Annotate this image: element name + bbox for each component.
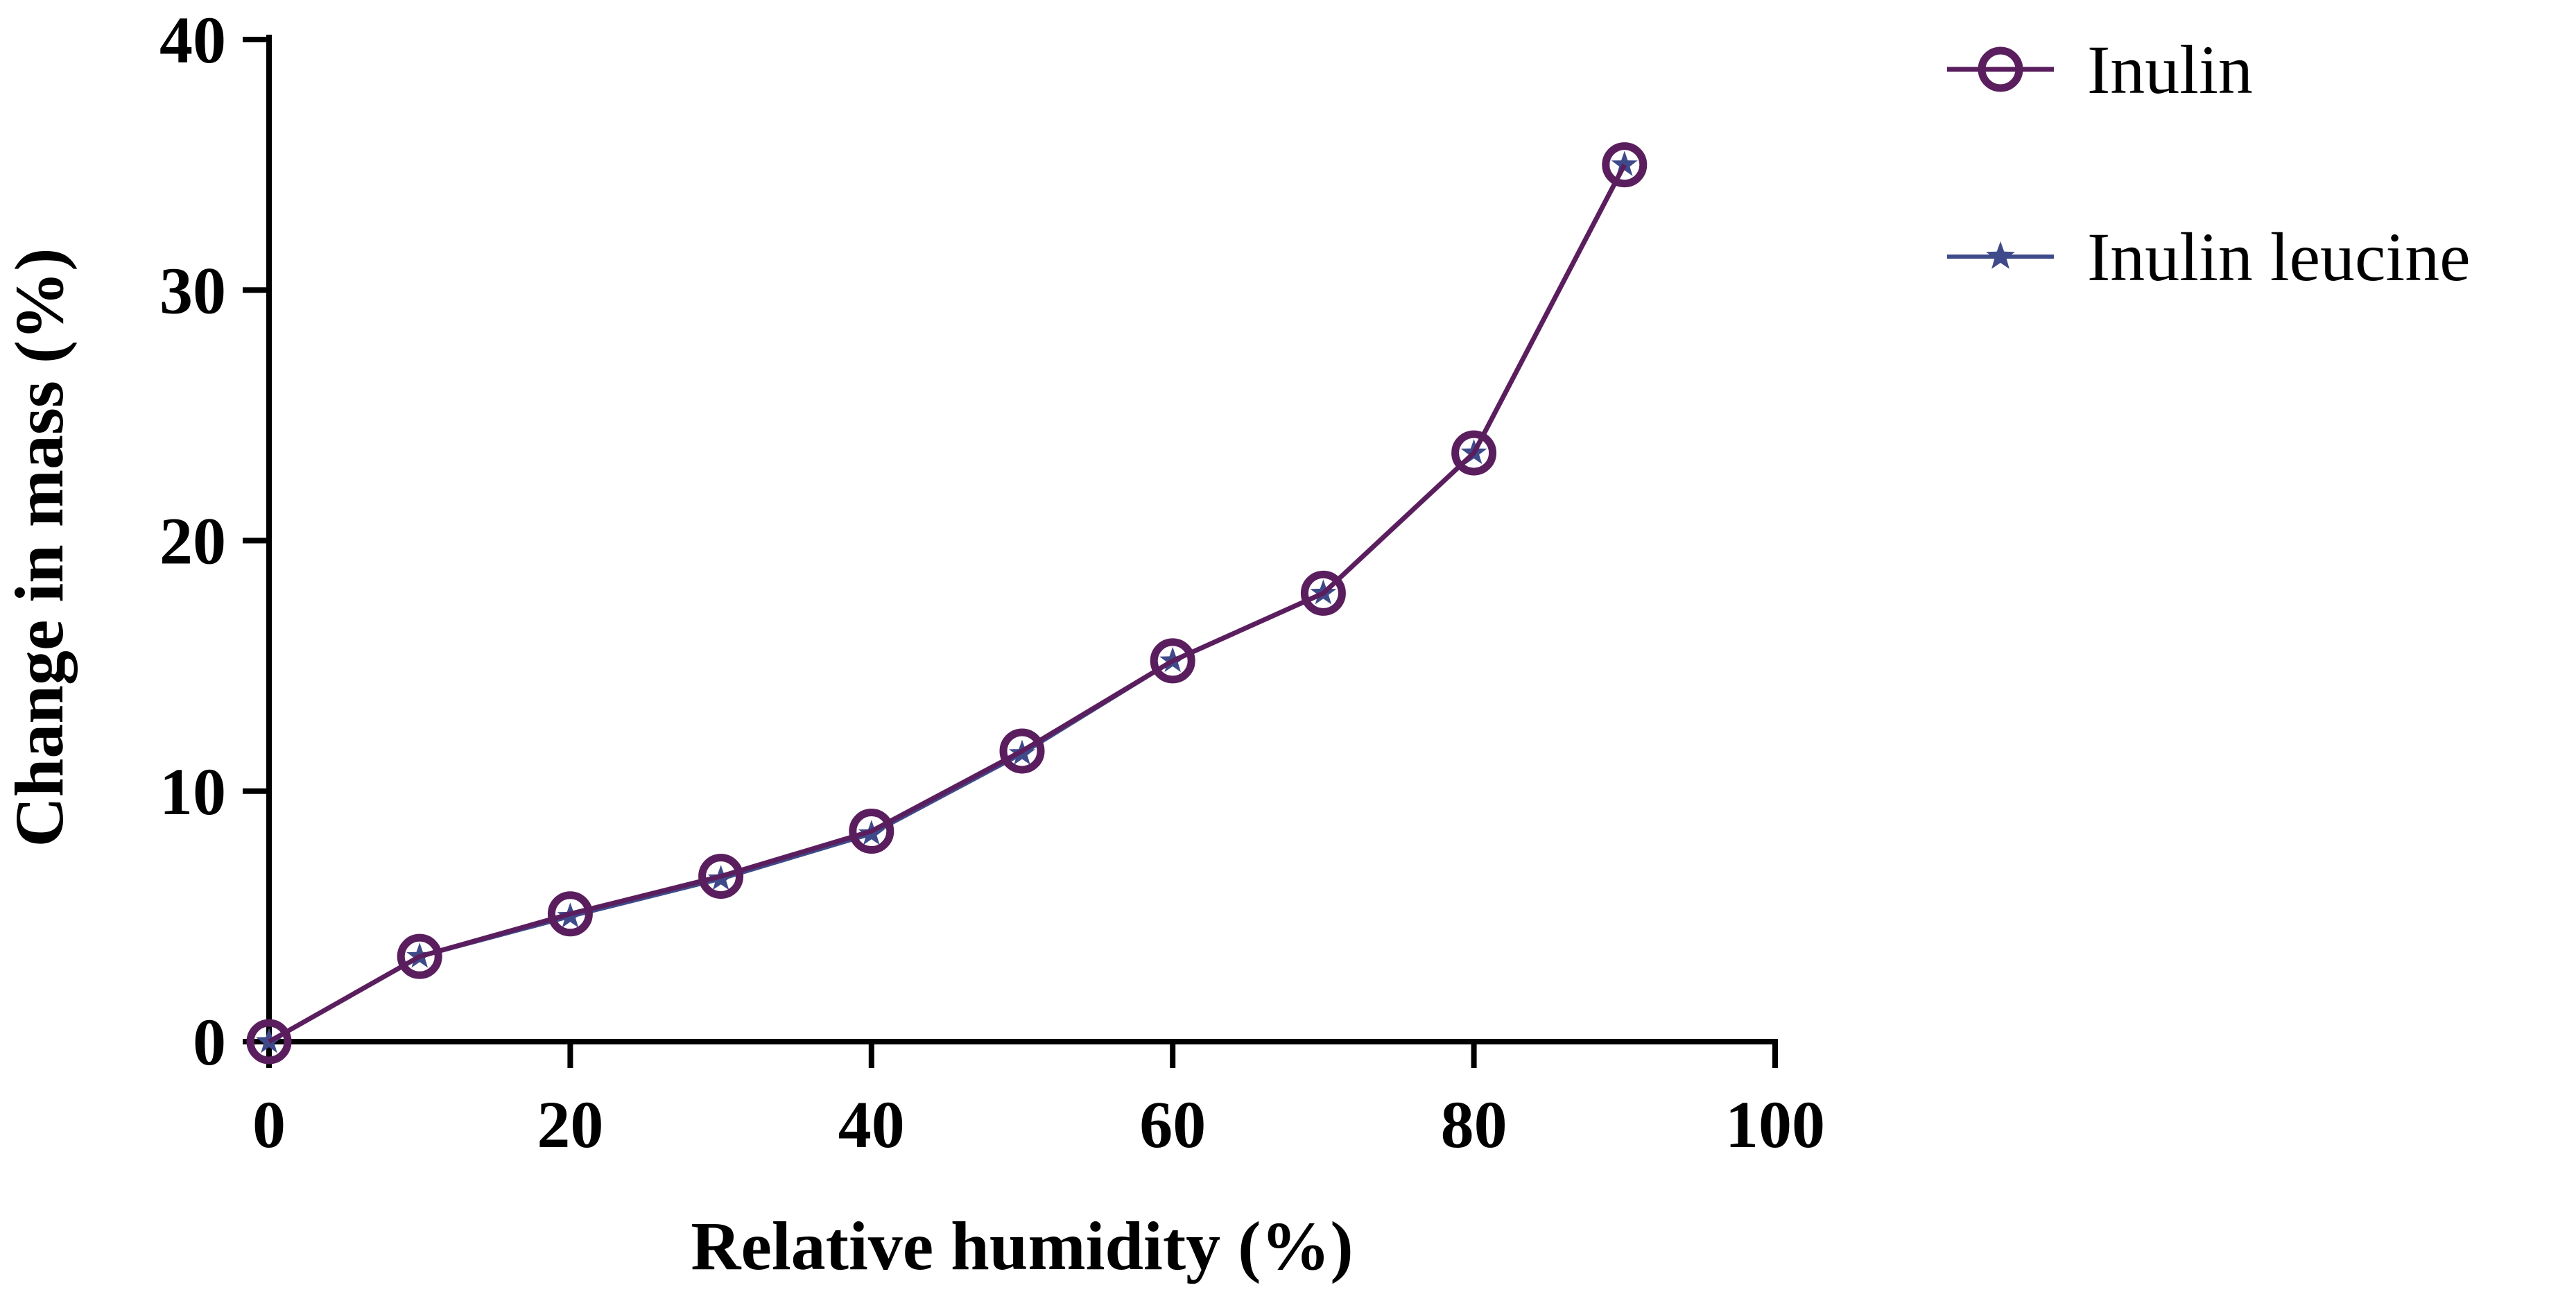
x-tick-label: 40: [838, 1087, 905, 1162]
legend-entry: Inulin: [1947, 31, 2253, 108]
data-point: [547, 891, 593, 937]
data-point: [1300, 570, 1346, 616]
y-tick-label: 20: [159, 504, 226, 578]
data-point: [1602, 142, 1648, 188]
axes: 0 20 40 60 80 100 0 10 20 30 40: [159, 3, 1825, 1162]
legend: Inulin Inulin leucine: [1947, 31, 2471, 295]
y-tick-label: 40: [159, 3, 226, 77]
data-point: [999, 728, 1045, 774]
legend-entry: Inulin leucine: [1947, 218, 2471, 295]
series-inulin: [246, 142, 1648, 1065]
y-axis-title: Change in mass (%): [1, 248, 78, 847]
data-point: [849, 809, 894, 854]
legend-marker: [1978, 46, 2023, 92]
y-tick-label: 10: [159, 755, 226, 829]
legend-label: Inulin leucine: [2087, 218, 2471, 295]
data-point: [397, 933, 442, 979]
x-tick-label: 0: [252, 1087, 286, 1162]
data-point: [698, 854, 744, 899]
series-line: [268, 163, 1627, 1044]
data-point: [1611, 150, 1638, 176]
x-axis-title: Relative humidity (%): [691, 1207, 1353, 1284]
x-tick-label: 60: [1139, 1087, 1206, 1162]
legend-label: Inulin: [2087, 31, 2253, 108]
y-tick-label: 30: [159, 253, 226, 327]
plot-area: [246, 142, 1648, 1065]
data-point: [1150, 638, 1195, 684]
y-tick-label: 0: [193, 1005, 226, 1079]
data-point: [1451, 430, 1497, 476]
series-line: [268, 164, 1627, 1044]
x-tick-label: 20: [537, 1087, 603, 1162]
x-tick-label: 100: [1725, 1087, 1825, 1162]
series-inulin-leucine: [256, 150, 1638, 1053]
data-point: [246, 1019, 292, 1065]
x-tick-label: 80: [1441, 1087, 1507, 1162]
legend-marker: [1986, 241, 2015, 269]
